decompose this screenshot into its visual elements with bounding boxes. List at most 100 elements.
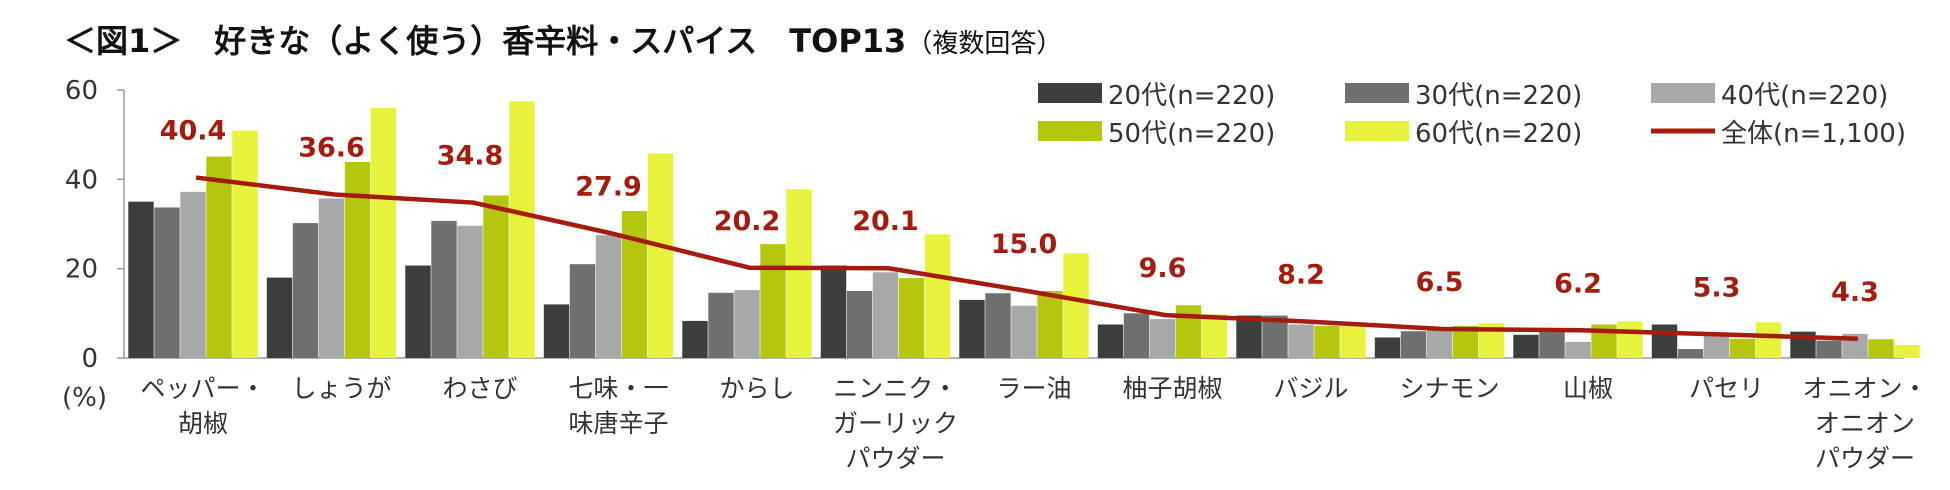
bar-group xyxy=(959,253,1089,358)
bar xyxy=(292,223,319,358)
bar xyxy=(1374,337,1401,358)
bar xyxy=(872,272,899,358)
legend-item: 60代(n=220) xyxy=(1345,119,1582,149)
category-label: シナモン xyxy=(1399,374,1499,403)
legend-item: 50代(n=220) xyxy=(1038,119,1275,149)
y-tick-label: 60 xyxy=(65,76,98,106)
bar-group xyxy=(266,107,397,358)
legend-label: 20代(n=220) xyxy=(1108,81,1275,111)
category-label: わさび xyxy=(442,374,517,403)
total-data-label: 36.6 xyxy=(298,133,365,164)
y-tick-label: 40 xyxy=(65,165,98,195)
total-line xyxy=(195,175,1859,342)
category-label: ニンニク・ガーリックパウダー xyxy=(833,374,958,473)
bar xyxy=(266,277,293,358)
bar xyxy=(543,304,570,358)
category-label: ペッパー・胡椒 xyxy=(140,374,265,438)
bar xyxy=(1400,331,1427,358)
bar xyxy=(1123,313,1150,358)
legend-label: 全体(n=1,100) xyxy=(1721,119,1906,149)
legend-swatch xyxy=(1345,83,1409,103)
bar xyxy=(682,320,708,358)
bar xyxy=(1651,324,1678,358)
category-label: パセリ xyxy=(1689,374,1764,403)
bar xyxy=(1703,335,1730,358)
bar-group xyxy=(405,101,535,359)
category-label: バジル xyxy=(1273,374,1348,403)
bar-group xyxy=(1513,321,1643,358)
bar xyxy=(1729,338,1756,358)
bar xyxy=(985,293,1011,358)
bar-group xyxy=(543,153,674,358)
total-data-label: 5.3 xyxy=(1693,272,1741,303)
y-tick-label: 20 xyxy=(65,255,98,285)
bar xyxy=(344,161,371,358)
bar xyxy=(786,189,812,358)
bar xyxy=(621,211,648,358)
chart-title-main: ＜図1＞ 好きな（よく使う）香辛料・スパイス TOP13 xyxy=(64,22,906,60)
legend-swatch xyxy=(1038,83,1102,103)
bar xyxy=(1314,325,1340,358)
category-label: ラー油 xyxy=(996,374,1071,403)
bar xyxy=(760,244,786,358)
bar xyxy=(457,225,483,358)
bar xyxy=(509,101,535,359)
bar xyxy=(1539,332,1565,358)
bar xyxy=(1097,324,1124,358)
total-data-label: 40.4 xyxy=(160,116,227,147)
total-data-label: 27.9 xyxy=(575,171,642,202)
legend-label: 30代(n=220) xyxy=(1415,81,1582,111)
category-label: からし xyxy=(719,374,794,403)
legend-item: 30代(n=220) xyxy=(1345,81,1582,111)
bar-group xyxy=(128,130,258,358)
bar xyxy=(318,198,345,358)
bar xyxy=(1236,315,1262,358)
bar xyxy=(483,195,509,358)
total-data-label: 4.3 xyxy=(1831,277,1879,308)
bar xyxy=(846,291,873,358)
chart-title: ＜図1＞ 好きな（よく使う）香辛料・スパイス TOP13（複数回答） xyxy=(64,22,1062,60)
bar xyxy=(370,107,397,358)
total-data-label: 15.0 xyxy=(991,229,1058,260)
y-tick-label: 0 xyxy=(81,344,98,374)
bar xyxy=(924,234,951,358)
bar xyxy=(1894,345,1920,358)
bar xyxy=(1755,322,1782,358)
bar xyxy=(1063,253,1089,358)
bar xyxy=(1149,319,1176,358)
bar xyxy=(734,290,760,358)
legend: 20代(n=220) 30代(n=220) 40代(n=220) 50代(n=220)… xyxy=(1038,81,1906,149)
category-label: しょうが xyxy=(291,374,391,403)
category-label: オニオン・オニオンパウダー xyxy=(1802,374,1927,473)
bar xyxy=(708,292,734,358)
legend-label: 40代(n=220) xyxy=(1721,81,1888,111)
bar xyxy=(820,265,847,358)
bar xyxy=(1201,314,1228,358)
total-data-label: 6.5 xyxy=(1416,267,1464,298)
chart-title-note: （複数回答） xyxy=(906,29,1062,59)
bar xyxy=(1617,321,1643,358)
bar xyxy=(1868,339,1894,358)
total-data-label: 9.6 xyxy=(1139,253,1187,284)
bar xyxy=(1288,324,1314,358)
bar xyxy=(1513,334,1539,358)
total-data-label: 8.2 xyxy=(1277,259,1325,290)
bar xyxy=(128,201,154,358)
legend-item: 20代(n=220) xyxy=(1038,81,1275,111)
bar xyxy=(1565,341,1591,358)
legend-swatch xyxy=(1038,121,1102,141)
total-data-label: 20.1 xyxy=(852,206,919,237)
bar xyxy=(898,278,925,358)
category-label: 七味・一味唐辛子 xyxy=(568,374,668,438)
bar xyxy=(647,153,674,358)
bar xyxy=(595,235,622,358)
category-label: 柚子胡椒 xyxy=(1122,374,1222,403)
bar xyxy=(1677,349,1704,358)
bar xyxy=(1037,291,1063,358)
legend-label: 50代(n=220) xyxy=(1108,119,1275,149)
bar-group xyxy=(1651,322,1782,358)
y-axis-unit-label: (%) xyxy=(62,383,107,413)
bar-group xyxy=(1236,315,1366,358)
